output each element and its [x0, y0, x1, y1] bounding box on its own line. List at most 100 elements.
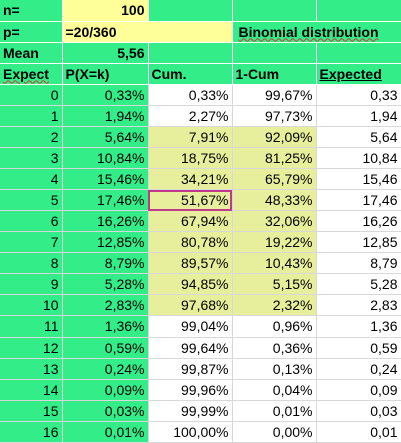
expected-cell[interactable]: 0,09	[316, 379, 401, 401]
k-cell[interactable]: 11	[0, 315, 63, 338]
one-cum-cell[interactable]: 2,32%	[232, 294, 317, 317]
expected-cell[interactable]: 0,59	[316, 337, 401, 359]
one-cum-cell[interactable]: 99,67%	[232, 84, 317, 106]
empty-cell[interactable]	[316, 0, 401, 22]
cum-cell[interactable]: 99,99%	[148, 400, 233, 422]
pxk-cell[interactable]: 15,46%	[62, 168, 149, 191]
pxk-cell[interactable]: 10,84%	[62, 147, 149, 170]
pxk-cell[interactable]: 0,03%	[62, 400, 149, 422]
header-pxk[interactable]: P(X=k)	[62, 63, 148, 85]
k-cell[interactable]: 16	[0, 421, 63, 443]
n-label[interactable]: n=	[0, 0, 62, 22]
one-cum-cell[interactable]: 0,00%	[232, 421, 317, 443]
pxk-cell[interactable]: 5,64%	[62, 126, 149, 148]
k-cell[interactable]: 8	[0, 252, 63, 275]
one-cum-cell[interactable]: 5,15%	[232, 273, 317, 296]
expected-cell[interactable]: 0,03	[316, 400, 401, 422]
expected-cell[interactable]: 5,28	[316, 273, 401, 296]
k-cell[interactable]: 7	[0, 231, 63, 254]
pxk-cell[interactable]: 0,33%	[62, 84, 149, 106]
header-expected[interactable]: Expected	[316, 63, 401, 85]
one-cum-cell[interactable]: 0,04%	[232, 379, 317, 401]
empty-cell[interactable]	[232, 42, 316, 64]
cum-cell[interactable]: 97,68%	[148, 294, 233, 317]
expected-cell[interactable]: 17,46	[316, 189, 401, 212]
cum-cell[interactable]: 99,64%	[148, 337, 233, 359]
header-one-cum[interactable]: 1-Cum	[232, 63, 316, 85]
cum-cell[interactable]: 7,91%	[148, 126, 233, 148]
cum-cell[interactable]: 99,96%	[148, 379, 233, 401]
one-cum-cell[interactable]: 19,22%	[232, 231, 317, 254]
header-expect[interactable]: Expect	[0, 63, 62, 85]
cum-cell[interactable]: 99,04%	[148, 315, 233, 338]
expected-cell[interactable]: 16,26	[316, 210, 401, 233]
k-cell[interactable]: 4	[0, 168, 63, 191]
cum-cell[interactable]: 80,78%	[148, 231, 233, 254]
pxk-cell[interactable]: 0,09%	[62, 379, 149, 401]
one-cum-cell[interactable]: 0,01%	[232, 400, 317, 422]
k-cell[interactable]: 2	[0, 126, 63, 148]
header-cum[interactable]: Cum.	[148, 63, 232, 85]
expected-cell[interactable]: 10,84	[316, 147, 401, 170]
k-cell[interactable]: 6	[0, 210, 63, 233]
expected-cell[interactable]: 0,24	[316, 358, 401, 380]
mean-label[interactable]: Mean	[0, 42, 62, 64]
p-label[interactable]: p=	[0, 21, 62, 43]
pxk-cell[interactable]: 0,01%	[62, 421, 149, 443]
expected-cell[interactable]: 5,64	[316, 126, 401, 148]
one-cum-cell[interactable]: 0,13%	[232, 358, 317, 380]
empty-cell[interactable]	[232, 0, 316, 22]
cum-cell[interactable]: 89,57%	[148, 252, 233, 275]
expected-cell[interactable]: 2,83	[316, 294, 401, 317]
pxk-cell[interactable]: 5,28%	[62, 273, 149, 296]
k-cell[interactable]: 12	[0, 337, 63, 359]
pxk-cell[interactable]: 12,85%	[62, 231, 149, 254]
one-cum-cell[interactable]: 10,43%	[232, 252, 317, 275]
n-value-cell[interactable]: 100	[62, 0, 148, 22]
expected-cell[interactable]: 1,94	[316, 105, 401, 127]
expected-cell[interactable]: 15,46	[316, 168, 401, 191]
mean-value-cell[interactable]: 5,56	[62, 42, 148, 64]
cum-cell[interactable]: 67,94%	[148, 210, 233, 233]
one-cum-cell[interactable]: 97,73%	[232, 105, 317, 127]
cum-cell[interactable]: 18,75%	[148, 147, 233, 170]
expected-cell[interactable]: 0,01	[316, 421, 401, 443]
one-cum-cell[interactable]: 0,36%	[232, 337, 317, 359]
expected-cell[interactable]: 0,33	[316, 84, 401, 106]
k-cell[interactable]: 9	[0, 273, 63, 296]
pxk-cell[interactable]: 17,46%	[62, 189, 149, 212]
one-cum-cell[interactable]: 92,09%	[232, 126, 317, 148]
empty-cell[interactable]	[316, 42, 401, 64]
empty-cell[interactable]	[148, 42, 232, 64]
pxk-cell[interactable]: 16,26%	[62, 210, 149, 233]
expected-cell[interactable]: 12,85	[316, 231, 401, 254]
k-cell[interactable]: 3	[0, 147, 63, 170]
pxk-cell[interactable]: 0,24%	[62, 358, 149, 380]
one-cum-cell[interactable]: 0,96%	[232, 315, 317, 338]
pxk-cell[interactable]: 2,83%	[62, 294, 149, 317]
one-cum-cell[interactable]: 65,79%	[232, 168, 317, 191]
sheet-title[interactable]: Binomial distribution	[232, 21, 401, 43]
k-cell[interactable]: 14	[0, 379, 63, 401]
cum-cell[interactable]: 94,85%	[148, 273, 233, 296]
pxk-cell[interactable]: 1,94%	[62, 105, 149, 127]
one-cum-cell[interactable]: 48,33%	[232, 189, 317, 212]
pxk-cell[interactable]: 1,36%	[62, 315, 149, 338]
k-cell[interactable]: 10	[0, 294, 63, 317]
k-cell[interactable]: 1	[0, 105, 63, 127]
cum-cell[interactable]: 34,21%	[148, 168, 233, 191]
pxk-cell[interactable]: 8,79%	[62, 252, 149, 275]
k-cell[interactable]: 15	[0, 400, 63, 422]
pxk-cell[interactable]: 0,59%	[62, 337, 149, 359]
k-cell[interactable]: 0	[0, 84, 63, 106]
selected-cell[interactable]: 51,67%	[148, 189, 233, 212]
cum-cell[interactable]: 0,33%	[148, 84, 233, 106]
cum-cell[interactable]: 100,00%	[148, 421, 233, 443]
empty-cell[interactable]	[148, 0, 232, 22]
one-cum-cell[interactable]: 32,06%	[232, 210, 317, 233]
k-cell[interactable]: 5	[0, 189, 63, 212]
one-cum-cell[interactable]: 81,25%	[232, 147, 317, 170]
cum-cell[interactable]: 2,27%	[148, 105, 233, 127]
cum-cell[interactable]: 99,87%	[148, 358, 233, 380]
expected-cell[interactable]: 1,36	[316, 315, 401, 338]
